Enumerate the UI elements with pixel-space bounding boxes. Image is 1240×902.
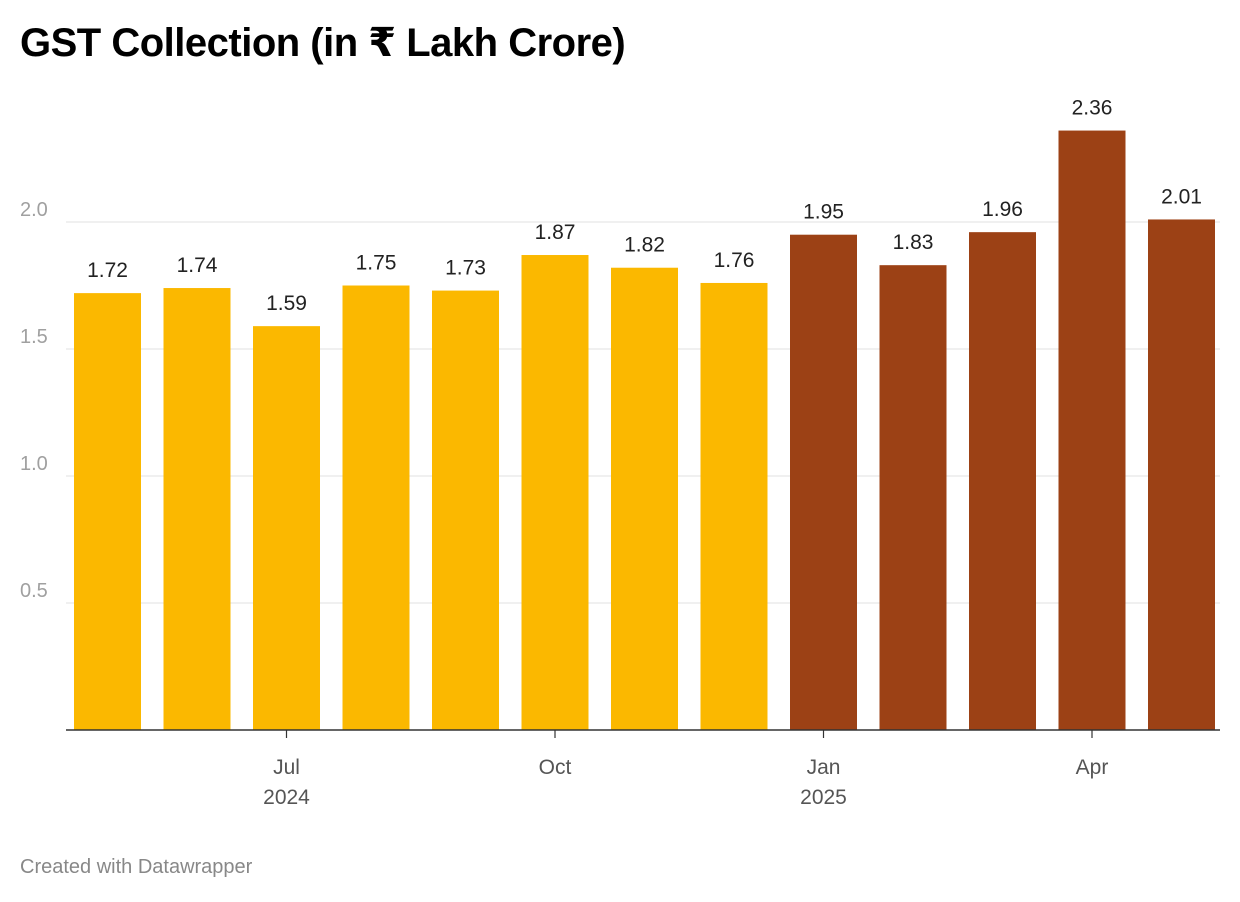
x-tick-label: Apr xyxy=(1076,756,1109,779)
bar-value-label: 1.72 xyxy=(87,259,128,282)
bar xyxy=(342,285,410,730)
bar xyxy=(700,282,768,730)
x-tick-label: Jan xyxy=(807,756,841,779)
credit-footer: Created with Datawrapper xyxy=(20,856,253,878)
bar xyxy=(1058,130,1126,730)
chart-title: GST Collection (in ₹ Lakh Crore) xyxy=(20,21,626,65)
bar xyxy=(163,288,231,730)
x-tick-year-label: 2024 xyxy=(263,786,310,809)
bar-value-label: 1.59 xyxy=(266,292,307,315)
y-tick-label: 1.5 xyxy=(20,326,48,348)
bar-value-label: 1.75 xyxy=(356,252,397,275)
bar-value-label: 2.01 xyxy=(1161,185,1202,208)
bar xyxy=(879,265,947,730)
x-tick-label: Oct xyxy=(539,756,572,779)
bar-value-label: 1.73 xyxy=(445,257,486,280)
bar xyxy=(1148,219,1215,730)
x-tick-label: Jul xyxy=(273,756,300,779)
bar-value-label: 2.36 xyxy=(1072,97,1113,120)
bar-value-label: 1.87 xyxy=(535,221,576,244)
bar-value-label: 1.82 xyxy=(624,234,665,257)
bar xyxy=(74,293,141,730)
bar xyxy=(253,326,320,730)
bar-value-label: 1.76 xyxy=(714,249,755,272)
y-tick-label: 0.5 xyxy=(20,580,48,602)
bar xyxy=(521,255,589,730)
bar xyxy=(432,290,499,730)
y-tick-label: 2.0 xyxy=(20,199,48,221)
bar xyxy=(790,234,857,730)
bar-value-label: 1.95 xyxy=(803,201,844,224)
bar-value-label: 1.74 xyxy=(177,254,218,277)
bar-value-label: 1.96 xyxy=(982,198,1023,221)
bar-value-label: 1.83 xyxy=(893,231,934,254)
y-tick-label: 1.0 xyxy=(20,453,48,475)
bar-chart: 0.5 1.0 1.5 2.0 1.72 1.74 1.59 1.75 1.73 1.87 1.82… xyxy=(20,97,1220,809)
x-tick-year-label: 2025 xyxy=(800,786,847,809)
bar xyxy=(611,267,678,730)
bar xyxy=(969,232,1036,730)
